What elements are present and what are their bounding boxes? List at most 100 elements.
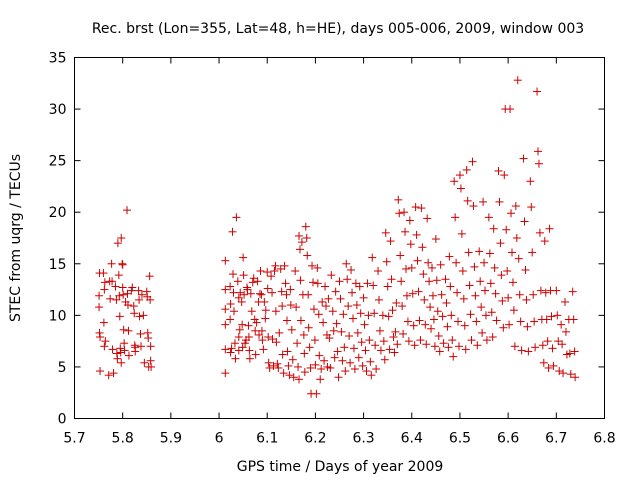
- data-point: [267, 272, 276, 281]
- data-point: [495, 197, 504, 206]
- data-point: [523, 322, 532, 331]
- data-point: [221, 345, 230, 354]
- data-point: [326, 363, 335, 372]
- data-point: [229, 288, 238, 297]
- data-point: [404, 337, 413, 346]
- data-point: [406, 240, 415, 249]
- data-point: [315, 351, 324, 360]
- data-point: [415, 316, 424, 325]
- data-point: [322, 302, 331, 311]
- data-point: [295, 231, 304, 240]
- data-point: [296, 316, 305, 325]
- data-point: [380, 355, 389, 364]
- data-point: [492, 316, 501, 325]
- data-point: [239, 271, 248, 280]
- data-point: [252, 318, 261, 327]
- data-point: [237, 297, 246, 306]
- data-point: [510, 342, 519, 351]
- data-point: [557, 320, 566, 329]
- data-point: [305, 343, 314, 352]
- data-point: [112, 295, 121, 304]
- data-point: [512, 234, 521, 242]
- data-point: [458, 267, 467, 276]
- y-axis: 0 5 10 15 20 25 30 35: [49, 51, 605, 428]
- data-point: [123, 206, 132, 215]
- data-point: [231, 354, 240, 363]
- data-point: [449, 352, 458, 361]
- data-point: [456, 184, 465, 193]
- data-point: [453, 288, 462, 297]
- data-point: [433, 307, 442, 316]
- data-point: [544, 363, 553, 372]
- data-point: [375, 326, 384, 335]
- data-point: [280, 261, 289, 270]
- data-point: [235, 325, 244, 334]
- data-point: [418, 243, 427, 252]
- data-point: [265, 363, 274, 372]
- data-point: [429, 315, 438, 324]
- data-point: [467, 336, 476, 345]
- data-point: [434, 331, 443, 340]
- x-tick-label: 5.9: [160, 431, 182, 447]
- data-point: [366, 357, 375, 366]
- data-point: [502, 225, 511, 234]
- data-point: [232, 213, 241, 222]
- data-point: [308, 261, 317, 270]
- data-point: [258, 336, 267, 345]
- data-point: [503, 267, 512, 276]
- data-point: [496, 239, 505, 248]
- data-point: [317, 364, 326, 373]
- data-point: [410, 341, 419, 350]
- data-point: [485, 249, 494, 258]
- data-point: [566, 370, 575, 379]
- data-point: [393, 340, 402, 349]
- data-point: [292, 303, 301, 312]
- data-point: [381, 228, 390, 237]
- data-point: [516, 317, 525, 326]
- data-point: [386, 237, 395, 246]
- data-point: [295, 375, 304, 384]
- x-tick-label: 6.5: [449, 431, 471, 447]
- data-point: [135, 295, 144, 304]
- data-point: [388, 306, 397, 315]
- data-point: [435, 347, 444, 356]
- data-point: [123, 301, 132, 310]
- data-point: [329, 326, 338, 335]
- data-point: [419, 270, 428, 279]
- data-point: [239, 253, 248, 262]
- data-point: [348, 314, 357, 323]
- data-point: [531, 343, 540, 352]
- data-point: [261, 314, 270, 323]
- data-point: [129, 302, 138, 311]
- data-point: [481, 286, 490, 295]
- data-point: [559, 369, 568, 378]
- data-point: [360, 320, 369, 329]
- data-point: [251, 350, 260, 359]
- data-point: [128, 283, 137, 292]
- x-axis: 5.7 5.8 5.9 6 6.1 6.2 6.3 6.4 6.5 6.6 6.7 6.8: [63, 57, 616, 447]
- data-point: [398, 302, 407, 311]
- data-point: [104, 371, 113, 380]
- x-tick-label: 5.7: [63, 431, 85, 447]
- data-point: [548, 344, 557, 353]
- data-point: [287, 325, 296, 334]
- data-point: [478, 328, 487, 337]
- data-point: [247, 307, 256, 316]
- data-point: [462, 165, 471, 174]
- data-point: [416, 336, 425, 345]
- data-point: [362, 367, 371, 376]
- data-point: [227, 344, 236, 353]
- data-point: [367, 371, 376, 380]
- data-point: [108, 277, 117, 286]
- data-point: [320, 356, 329, 365]
- data-point: [569, 315, 578, 324]
- data-point: [347, 265, 356, 274]
- data-point: [427, 324, 436, 333]
- data-point: [500, 171, 509, 180]
- data-point: [278, 302, 287, 311]
- data-point: [319, 318, 328, 327]
- data-point: [314, 310, 323, 319]
- data-point: [140, 358, 149, 367]
- data-point: [369, 281, 378, 290]
